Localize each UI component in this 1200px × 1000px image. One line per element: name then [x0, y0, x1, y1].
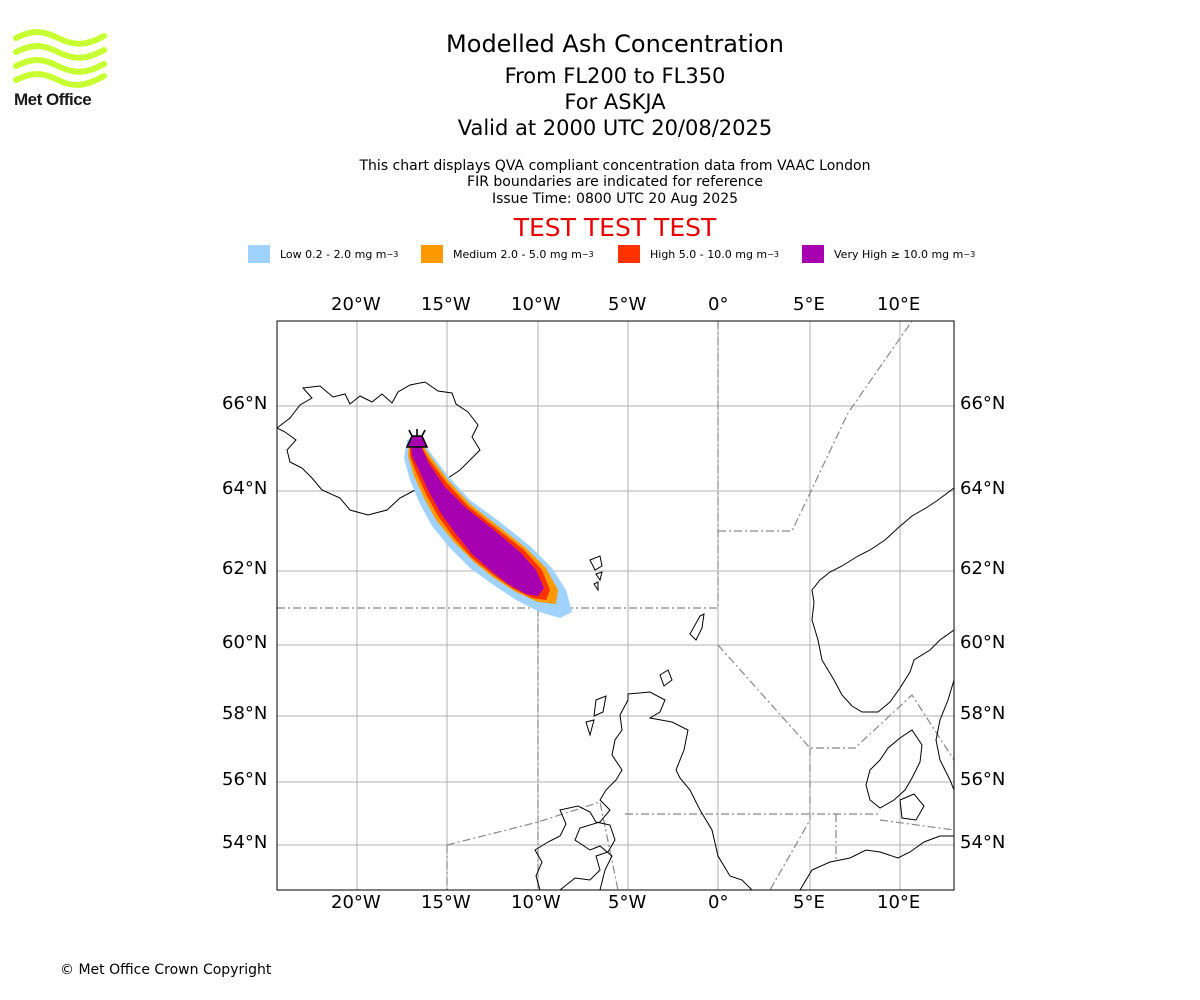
lon-tick-top: 0°: [708, 294, 729, 315]
lat-tick-left: 54°N: [222, 832, 268, 853]
lat-tick-left: 56°N: [222, 769, 268, 790]
lon-tick-top: 5°E: [793, 294, 825, 315]
legend-label-high: High 5.0 - 10.0 mg m: [650, 247, 768, 261]
lat-tick-left: 66°N: [222, 393, 268, 414]
copyright-notice: © Met Office Crown Copyright: [60, 962, 272, 978]
lon-tick-top: 20°W: [331, 294, 381, 315]
met-office-logo: Met Office: [12, 28, 108, 114]
lat-tick-right: 54°N: [960, 832, 1006, 853]
ash-very-high: [411, 442, 544, 596]
lon-tick-bottom: 10°E: [877, 892, 921, 913]
chart-title: Modelled Ash Concentration: [446, 30, 784, 58]
lat-tick-left: 58°N: [222, 703, 268, 724]
valid-time: Valid at 2000 UTC 20/08/2025: [457, 116, 773, 140]
issue-time: Issue Time: 0800 UTC 20 Aug 2025: [491, 191, 739, 207]
lon-tick-bottom: 5°E: [793, 892, 825, 913]
legend-swatch-low: [248, 245, 270, 263]
fir-boundaries: [277, 321, 954, 890]
lon-tick-top: 5°W: [608, 294, 647, 315]
flight-level-range: From FL200 to FL350: [504, 64, 726, 88]
coastlines: [277, 381, 954, 890]
lon-tick-bottom: 15°W: [421, 892, 471, 913]
legend-label-low: Low 0.2 - 2.0 mg m: [280, 247, 387, 261]
volcano-subtitle: For ASKJA: [564, 90, 666, 114]
lat-tick-right: 66°N: [960, 393, 1006, 414]
lat-tick-right: 60°N: [960, 632, 1006, 653]
legend-item-medium: Medium 2.0 - 5.0 mg m −3: [421, 244, 594, 264]
legend-label-very-high: Very High ≥ 10.0 mg m: [834, 247, 964, 261]
legend-swatch-very-high: [802, 245, 824, 263]
lon-tick-top: 15°W: [421, 294, 471, 315]
test-banner: TEST TEST TEST: [513, 213, 717, 242]
ash-cloud: [404, 436, 572, 618]
lat-tick-left: 64°N: [222, 478, 268, 499]
legend-label-medium: Medium 2.0 - 5.0 mg m: [453, 247, 582, 261]
volcano-icon: [405, 429, 429, 448]
lat-tick-right: 64°N: [960, 478, 1006, 499]
lon-tick-bottom: 0°: [708, 892, 729, 913]
info-line-vaac: This chart displays QVA compliant concen…: [359, 158, 871, 174]
legend-item-low: Low 0.2 - 2.0 mg m −3: [248, 244, 398, 264]
lon-tick-top: 10°W: [511, 294, 561, 315]
lat-tick-left: 60°N: [222, 632, 268, 653]
legend-item-high: High 5.0 - 10.0 mg m −3: [618, 244, 779, 264]
lon-tick-bottom: 20°W: [331, 892, 381, 913]
lat-tick-right: 62°N: [960, 558, 1006, 579]
legend-swatch-high: [618, 245, 640, 263]
map-frame: [276, 320, 955, 891]
lat-tick-right: 56°N: [960, 769, 1006, 790]
legend-item-very-high: Very High ≥ 10.0 mg m −3: [802, 244, 975, 264]
lat-tick-right: 58°N: [960, 703, 1006, 724]
info-line-fir: FIR boundaries are indicated for referen…: [467, 174, 763, 190]
lat-tick-left: 62°N: [222, 558, 268, 579]
lon-tick-top: 10°E: [877, 294, 921, 315]
lon-tick-bottom: 5°W: [608, 892, 647, 913]
logo-text: Met Office: [14, 90, 92, 109]
lon-tick-bottom: 10°W: [511, 892, 561, 913]
legend-swatch-medium: [421, 245, 443, 263]
